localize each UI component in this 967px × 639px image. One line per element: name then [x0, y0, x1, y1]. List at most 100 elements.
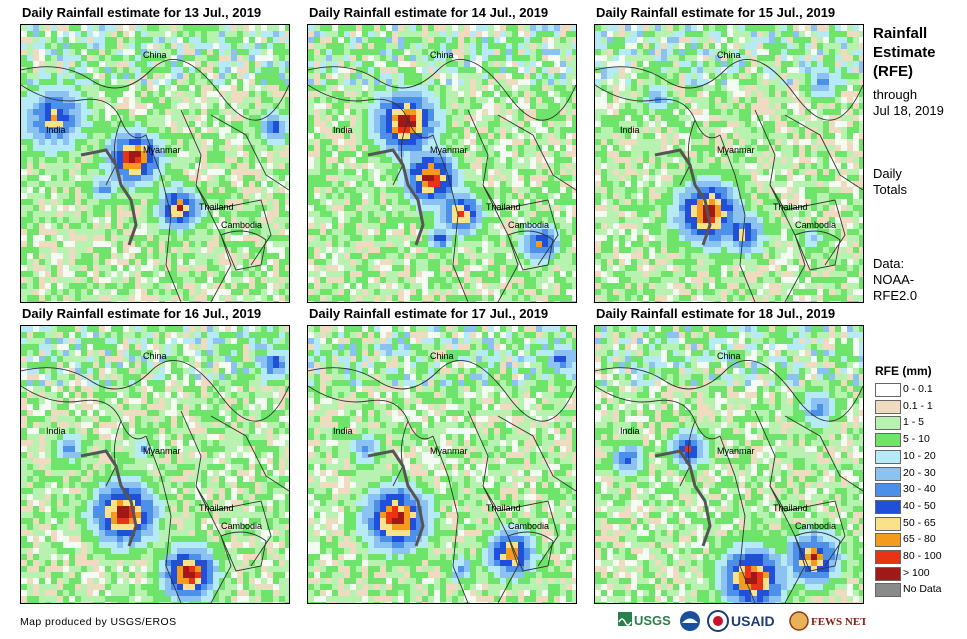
title-line: Rainfall: [873, 25, 928, 42]
legend-title: RFE (mm): [875, 364, 932, 378]
country-label: Cambodia: [221, 220, 262, 230]
rainfall-grid: China India Myanmar Thailand Cambodia: [308, 326, 576, 603]
country-label: Myanmar: [717, 446, 755, 456]
country-label: India: [620, 426, 640, 436]
legend-label: 50 - 65: [903, 516, 936, 529]
country-label: India: [46, 426, 66, 436]
country-label: China: [143, 351, 167, 361]
map-panel-18-jul: Daily Rainfall estimate for 18 Jul., 201…: [594, 306, 864, 604]
legend-swatch: [875, 466, 901, 481]
rainfall-map: China India Myanmar Thailand Cambodia: [594, 24, 864, 303]
map-panel-13-jul: Daily Rainfall estimate for 13 Jul., 201…: [20, 5, 290, 303]
through-line: through: [873, 87, 918, 102]
country-label: Myanmar: [430, 145, 468, 155]
country-label: Thailand: [773, 503, 808, 513]
legend-swatch: [875, 516, 901, 531]
legend-swatch: [875, 566, 901, 581]
country-label: China: [717, 351, 741, 361]
rainfall-grid: China India Myanmar Thailand Cambodia: [595, 25, 863, 302]
country-label: India: [46, 125, 66, 135]
country-label: China: [430, 50, 454, 60]
title-line: (RFE): [873, 63, 913, 80]
country-label: Myanmar: [143, 446, 181, 456]
rainfall-map: China India Myanmar Thailand Cambodia: [20, 325, 290, 604]
country-label: India: [333, 125, 353, 135]
sidebar-data-source: Data: NOAA- RFE2.0: [873, 256, 917, 304]
usgs-logo-text: USGS: [634, 613, 671, 628]
country-label: Thailand: [199, 503, 234, 513]
legend-label: 80 - 100: [903, 550, 942, 562]
country-label: Thailand: [199, 202, 234, 212]
rainfall-map: China India Myanmar Thailand Cambodia: [594, 325, 864, 604]
noaa-logo: [680, 611, 700, 631]
country-label: Thailand: [486, 503, 521, 513]
legend-swatch: [875, 499, 901, 514]
country-label: Myanmar: [143, 145, 181, 155]
credit-text: Map produced by USGS/EROS: [20, 616, 177, 628]
rainfall-grid: China India Myanmar Thailand Cambodia: [595, 326, 863, 603]
country-label: Myanmar: [717, 145, 755, 155]
country-label: China: [143, 50, 167, 60]
title-line: Estimate: [873, 44, 936, 61]
daily-line: Daily: [873, 166, 902, 181]
rainfall-map: China India Myanmar Thailand Cambodia: [307, 24, 577, 303]
map-panel-15-jul: Daily Rainfall estimate for 15 Jul., 201…: [594, 5, 864, 303]
legend-swatch: [875, 483, 901, 498]
sidebar-through: through Jul 18, 2019: [873, 87, 944, 119]
usgs-logo: USGS: [618, 612, 671, 628]
rainfall-map: China India Myanmar Thailand Cambodia: [307, 325, 577, 604]
country-label: Cambodia: [508, 220, 549, 230]
panel-title: Daily Rainfall estimate for 13 Jul., 201…: [22, 5, 262, 20]
legend-label: 30 - 40: [903, 483, 936, 496]
usaid-logo: USAID: [707, 610, 775, 632]
country-label: Cambodia: [508, 521, 549, 531]
through-line: Jul 18, 2019: [873, 103, 944, 118]
country-label: Cambodia: [795, 521, 836, 531]
map-panel-14-jul: Daily Rainfall estimate for 14 Jul., 201…: [307, 5, 577, 303]
country-label: Cambodia: [221, 521, 262, 531]
legend-swatch: [875, 433, 901, 448]
map-panel-16-jul: Daily Rainfall estimate for 16 Jul., 201…: [20, 306, 290, 604]
panel-title: Daily Rainfall estimate for 16 Jul., 201…: [22, 306, 262, 321]
legend-swatch: [875, 416, 901, 431]
logo-strip: USGS USAID FEWS NET: [618, 606, 868, 636]
legend-label: 40 - 50: [903, 499, 936, 512]
legend-swatch: [875, 449, 901, 464]
country-label: Thailand: [773, 202, 808, 212]
country-label: India: [620, 125, 640, 135]
data-line: Data:: [873, 256, 905, 271]
legend-swatch: [875, 383, 901, 397]
legend-swatch: [875, 399, 901, 414]
rainfall-grid: China India Myanmar Thailand Cambodia: [308, 25, 576, 302]
legend-label: > 100: [903, 566, 930, 579]
legend-swatch: [875, 583, 901, 598]
panel-title: Daily Rainfall estimate for 18 Jul., 201…: [596, 306, 836, 321]
data-line: NOAA-: [873, 272, 915, 287]
legend-swatch: [875, 533, 901, 548]
panel-title: Daily Rainfall estimate for 17 Jul., 201…: [309, 306, 549, 321]
legend-label: 1 - 5: [903, 416, 925, 429]
legend-label: 10 - 20: [903, 449, 936, 462]
legend-label: 65 - 80: [903, 533, 936, 546]
map-panel-17-jul: Daily Rainfall estimate for 17 Jul., 201…: [307, 306, 577, 604]
fewsnet-logo: FEWS NET: [789, 611, 866, 631]
usaid-logo-text: USAID: [731, 613, 775, 629]
legend-label: 20 - 30: [903, 466, 936, 479]
legend-label: No Data: [903, 583, 942, 596]
rainfall-grid: China India Myanmar Thailand Cambodia: [21, 326, 289, 603]
legend-swatch: [875, 550, 901, 564]
panel-title: Daily Rainfall estimate for 15 Jul., 201…: [596, 5, 836, 20]
legend-label: 0 - 0.1: [903, 383, 933, 395]
panel-title: Daily Rainfall estimate for 14 Jul., 201…: [309, 5, 549, 20]
rainfall-grid: China India Myanmar Thailand Cambodia: [21, 25, 289, 302]
daily-line: Totals: [873, 182, 907, 197]
country-label: China: [430, 351, 454, 361]
legend-label: 5 - 10: [903, 433, 930, 446]
fewsnet-logo-text: FEWS NET: [811, 616, 866, 628]
country-label: India: [333, 426, 353, 436]
country-label: Thailand: [486, 202, 521, 212]
data-line: RFE2.0: [873, 288, 918, 303]
rainfall-map: China India Myanmar Thailand Cambodia: [20, 24, 290, 303]
sidebar-title: Rainfall Estimate (RFE): [873, 24, 936, 81]
sidebar-daily: Daily Totals: [873, 166, 907, 198]
